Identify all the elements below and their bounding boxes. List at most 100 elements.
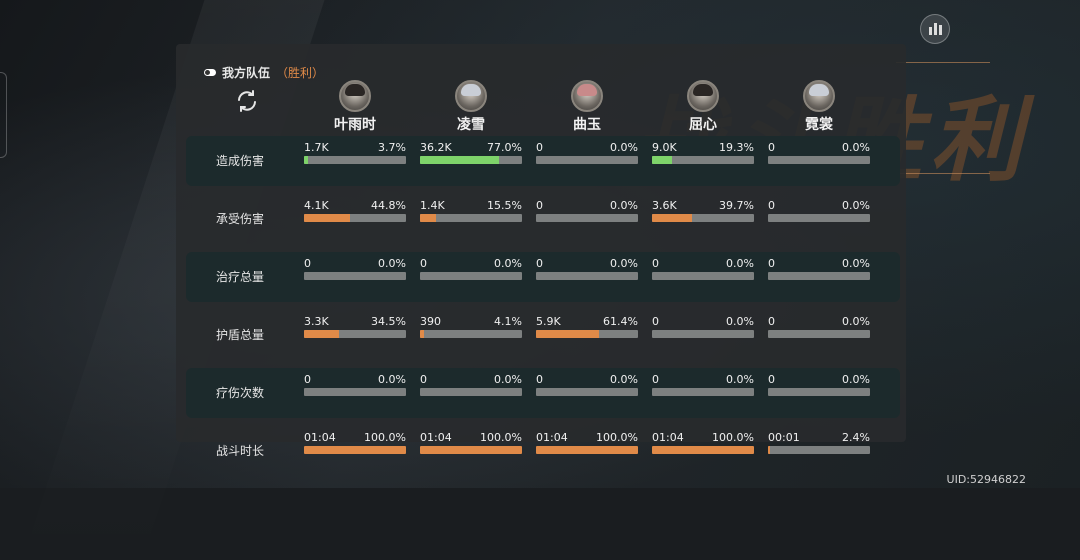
stat-progress-fill	[652, 156, 672, 164]
stat-percent: 34.5%	[371, 315, 406, 328]
stat-progress-bar	[652, 388, 754, 396]
stat-progress-fill	[768, 446, 771, 454]
stat-cell: 00:01 2.4%	[768, 431, 870, 454]
character-name: 曲玉	[573, 117, 601, 133]
stat-cell: 0 0.0%	[536, 199, 638, 222]
stat-percent: 100.0%	[596, 431, 638, 444]
stat-percent: 0.0%	[610, 199, 638, 212]
stat-cell: 5.9K 61.4%	[536, 315, 638, 338]
stat-percent: 100.0%	[480, 431, 522, 444]
stat-progress-bar	[304, 214, 406, 222]
stat-progress-bar	[420, 272, 522, 280]
stat-progress-bar	[304, 388, 406, 396]
stat-value: 0	[536, 257, 543, 270]
character-column-header: 曲玉	[547, 80, 627, 134]
stat-progress-bar	[536, 272, 638, 280]
stat-progress-fill	[420, 214, 436, 222]
stats-bar-chart-icon[interactable]	[920, 14, 950, 44]
character-avatar[interactable]	[571, 80, 603, 112]
character-name: 叶雨时	[334, 117, 376, 133]
stat-cell: 1.4K 15.5%	[420, 199, 522, 222]
stat-cell: 4.1K 44.8%	[304, 199, 406, 222]
character-avatar[interactable]	[803, 80, 835, 112]
stat-progress-fill	[304, 446, 406, 454]
stat-progress-bar	[652, 446, 754, 454]
stat-cell: 01:04 100.0%	[652, 431, 754, 454]
stat-value: 4.1K	[304, 199, 329, 212]
stat-value: 0	[768, 257, 775, 270]
stat-percent: 3.7%	[378, 141, 406, 154]
stat-percent: 0.0%	[726, 373, 754, 386]
toggle-icon[interactable]	[204, 69, 216, 76]
character-name: 屈心	[689, 117, 717, 133]
stat-percent: 0.0%	[842, 257, 870, 270]
character-column-header: 凌雪	[431, 80, 511, 134]
character-name: 凌雪	[457, 117, 485, 133]
battle-result: （胜利）	[276, 66, 325, 80]
stat-cell: 390 4.1%	[420, 315, 522, 338]
stat-progress-fill	[304, 156, 308, 164]
stat-percent: 77.0%	[487, 141, 522, 154]
stat-value: 0	[652, 373, 659, 386]
stat-cell: 01:04 100.0%	[304, 431, 406, 454]
side-drawer-handle[interactable]	[0, 72, 7, 158]
character-avatar[interactable]	[687, 80, 719, 112]
stat-value: 01:04	[304, 431, 336, 444]
stat-cell: 0 0.0%	[536, 257, 638, 280]
stat-percent: 44.8%	[371, 199, 406, 212]
stat-cell: 0 0.0%	[768, 141, 870, 164]
stat-progress-bar	[768, 388, 870, 396]
stat-row: 护盾总量 3.3K 34.5% 390 4.1% 5.9K 61.4% 0 0.0% 0 0.0%	[186, 310, 900, 360]
stat-value: 01:04	[652, 431, 684, 444]
stat-progress-fill	[652, 214, 693, 222]
character-column-header: 霓裳	[779, 80, 859, 134]
stat-cell: 0 0.0%	[768, 373, 870, 396]
stat-cell: 0 0.0%	[304, 257, 406, 280]
team-title: 我方队伍	[222, 66, 271, 80]
stat-value: 0	[536, 373, 543, 386]
stat-cell: 0 0.0%	[768, 199, 870, 222]
stat-cell: 0 0.0%	[536, 373, 638, 396]
stat-value: 36.2K	[420, 141, 452, 154]
stat-progress-bar	[536, 214, 638, 222]
stat-percent: 0.0%	[842, 141, 870, 154]
stat-percent: 0.0%	[842, 315, 870, 328]
stat-value: 0	[304, 373, 311, 386]
stat-progress-bar	[652, 330, 754, 338]
stat-progress-bar	[536, 156, 638, 164]
stat-value: 0	[768, 315, 775, 328]
stat-progress-bar	[652, 272, 754, 280]
stat-cell: 0 0.0%	[304, 373, 406, 396]
stat-percent: 0.0%	[494, 257, 522, 270]
stat-cell: 01:04 100.0%	[420, 431, 522, 454]
stat-value: 0	[768, 199, 775, 212]
character-avatar[interactable]	[339, 80, 371, 112]
stat-cell: 0 0.0%	[652, 373, 754, 396]
stats-table: 造成伤害 1.7K 3.7% 36.2K 77.0% 0 0.0% 9.0K 19.3% 0 0.0…	[186, 136, 900, 484]
stat-progress-bar	[536, 446, 638, 454]
stat-cell: 0 0.0%	[652, 315, 754, 338]
stat-value: 0	[420, 373, 427, 386]
stat-cell: 0 0.0%	[768, 315, 870, 338]
stat-percent: 0.0%	[610, 373, 638, 386]
stat-progress-fill	[536, 446, 638, 454]
stat-cell: 0 0.0%	[420, 373, 522, 396]
stat-percent: 0.0%	[842, 199, 870, 212]
character-name: 霓裳	[805, 117, 833, 133]
stat-row: 战斗时长 01:04 100.0% 01:04 100.0% 01:04 100.0% 01:…	[186, 426, 900, 476]
stat-progress-bar	[304, 446, 406, 454]
swap-refresh-icon[interactable]	[234, 88, 260, 114]
stat-percent: 2.4%	[842, 431, 870, 444]
uid-label: UID:52946822	[946, 473, 1026, 486]
stat-cell: 0 0.0%	[536, 141, 638, 164]
stat-percent: 0.0%	[378, 257, 406, 270]
character-avatar[interactable]	[455, 80, 487, 112]
stat-value: 0	[768, 141, 775, 154]
stat-percent: 15.5%	[487, 199, 522, 212]
stat-progress-bar	[304, 272, 406, 280]
stat-cell: 3.6K 39.7%	[652, 199, 754, 222]
stat-value: 0	[652, 257, 659, 270]
stat-cell: 1.7K 3.7%	[304, 141, 406, 164]
stat-progress-bar	[536, 330, 638, 338]
stat-progress-bar	[768, 446, 870, 454]
